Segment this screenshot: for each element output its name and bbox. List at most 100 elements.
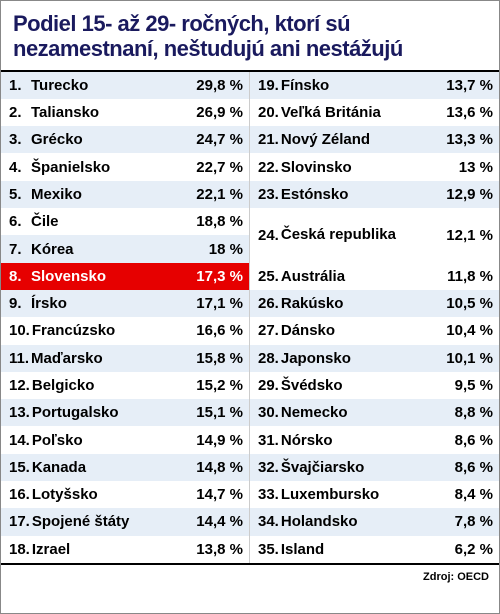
country-cell: Grécko (29, 131, 183, 148)
rank-cell: 5. (9, 186, 29, 203)
rank-cell: 17. (9, 513, 30, 530)
table-row: 21.Nový Zéland13,3 % (250, 126, 499, 153)
country-cell: Švajčiarsko (279, 459, 433, 476)
country-cell: Maďarsko (29, 350, 183, 367)
rank-cell: 31. (258, 432, 279, 449)
table-row: 8.Slovensko17,3 % (1, 263, 250, 290)
country-cell: Rakúsko (279, 295, 433, 312)
country-cell: Slovensko (29, 268, 183, 285)
table-row: 1.Turecko29,8 % (1, 72, 250, 99)
percent-cell: 13,7 % (433, 77, 493, 94)
rank-cell: 13. (9, 404, 30, 421)
percent-cell: 18,8 % (183, 213, 243, 230)
table-row: 15.Kanada14,8 % (1, 454, 250, 481)
percent-cell: 26,9 % (183, 104, 243, 121)
country-cell: Luxembursko (279, 486, 433, 503)
rank-cell: 23. (258, 186, 279, 203)
percent-cell: 7,8 % (433, 513, 493, 530)
percent-cell: 24,7 % (183, 131, 243, 148)
country-cell: Portugalsko (30, 404, 183, 421)
country-cell: Veľká Británia (279, 104, 433, 121)
table-column-right: 19.Fínsko13,7 %20.Veľká Británia13,6 %21… (250, 72, 499, 563)
table-row: 14.Poľsko14,9 % (1, 426, 250, 453)
percent-cell: 10,4 % (433, 322, 493, 339)
percent-cell: 22,7 % (183, 159, 243, 176)
source-footer: Zdroj: OECD (1, 563, 499, 583)
table-row: 6.Čile18,8 % (1, 208, 250, 235)
percent-cell: 8,6 % (433, 459, 493, 476)
rank-cell: 25. (258, 268, 279, 285)
rank-cell: 8. (9, 268, 29, 285)
percent-cell: 6,2 % (433, 541, 493, 558)
percent-cell: 18 % (183, 241, 243, 258)
percent-cell: 9,5 % (433, 377, 493, 394)
table-row: 30.Nemecko8,8 % (250, 399, 499, 426)
rank-cell: 4. (9, 159, 29, 176)
country-cell: Kanada (30, 459, 183, 476)
table-row: 12.Belgicko15,2 % (1, 372, 250, 399)
percent-cell: 10,5 % (433, 295, 493, 312)
table-row: 18.Izrael13,8 % (1, 536, 250, 563)
rank-cell: 11. (9, 350, 29, 367)
percent-cell: 14,4 % (183, 513, 243, 530)
percent-cell: 8,6 % (433, 432, 493, 449)
country-cell: Mexiko (29, 186, 183, 203)
country-cell: Lotyšsko (30, 486, 183, 503)
country-cell: Írsko (29, 295, 183, 312)
rank-cell: 16. (9, 486, 30, 503)
rank-cell: 12. (9, 377, 30, 394)
rank-cell: 34. (258, 513, 279, 530)
table-row: 33.Luxembursko8,4 % (250, 481, 499, 508)
table-row: 28.Japonsko10,1 % (250, 345, 499, 372)
table-row: 19.Fínsko13,7 % (250, 72, 499, 99)
table-row: 35.Island6,2 % (250, 536, 499, 563)
rank-cell: 6. (9, 213, 29, 230)
rank-cell: 27. (258, 322, 279, 339)
country-cell: Holandsko (279, 513, 433, 530)
country-cell: Čile (29, 213, 183, 230)
table-row: 2.Taliansko26,9 % (1, 99, 250, 126)
country-cell: Nový Zéland (279, 131, 433, 148)
rank-cell: 19. (258, 77, 279, 94)
table-row: 9.Írsko17,1 % (1, 290, 250, 317)
rank-cell: 32. (258, 459, 279, 476)
percent-cell: 16,6 % (183, 322, 243, 339)
title-line-1: Podiel 15- až 29- ročných, ktorí sú (13, 11, 350, 36)
percent-cell: 13,3 % (433, 131, 493, 148)
percent-cell: 29,8 % (183, 77, 243, 94)
percent-cell: 15,2 % (183, 377, 243, 394)
header: Podiel 15- až 29- ročných, ktorí sú neza… (1, 1, 499, 72)
page-title: Podiel 15- až 29- ročných, ktorí sú neza… (13, 11, 487, 62)
table-row: 24.Česká republika12,1 % (250, 208, 499, 263)
rank-cell: 7. (9, 241, 29, 258)
rank-cell: 14. (9, 432, 30, 449)
rank-cell: 22. (258, 159, 279, 176)
percent-cell: 17,3 % (183, 268, 243, 285)
country-cell: Estónsko (279, 186, 433, 203)
source-label: Zdroj: OECD (423, 571, 489, 583)
rank-cell: 15. (9, 459, 30, 476)
rank-cell: 33. (258, 486, 279, 503)
table-row: 23.Estónsko12,9 % (250, 181, 499, 208)
percent-cell: 8,8 % (433, 404, 493, 421)
table-row: 7.Kórea18 % (1, 235, 250, 262)
table-column-left: 1.Turecko29,8 %2.Taliansko26,9 %3.Grécko… (1, 72, 250, 563)
percent-cell: 13 % (433, 159, 493, 176)
country-cell: Poľsko (30, 432, 183, 449)
country-cell: Austrália (279, 268, 433, 285)
rank-cell: 20. (258, 104, 279, 121)
table-row: 26.Rakúsko10,5 % (250, 290, 499, 317)
country-cell: Turecko (29, 77, 183, 94)
rank-cell: 9. (9, 295, 29, 312)
percent-cell: 13,6 % (433, 104, 493, 121)
percent-cell: 17,1 % (183, 295, 243, 312)
country-cell: Nórsko (279, 432, 433, 449)
table-row: 27.Dánsko10,4 % (250, 317, 499, 344)
table-row: 20.Veľká Británia13,6 % (250, 99, 499, 126)
title-line-2: nezamestnaní, neštudujú ani nestážujú (13, 36, 403, 61)
table-row: 11.Maďarsko15,8 % (1, 345, 250, 372)
percent-cell: 15,8 % (183, 350, 243, 367)
country-cell: Kórea (29, 241, 183, 258)
percent-cell: 12,1 % (433, 227, 493, 244)
country-cell: Francúzsko (30, 322, 183, 339)
